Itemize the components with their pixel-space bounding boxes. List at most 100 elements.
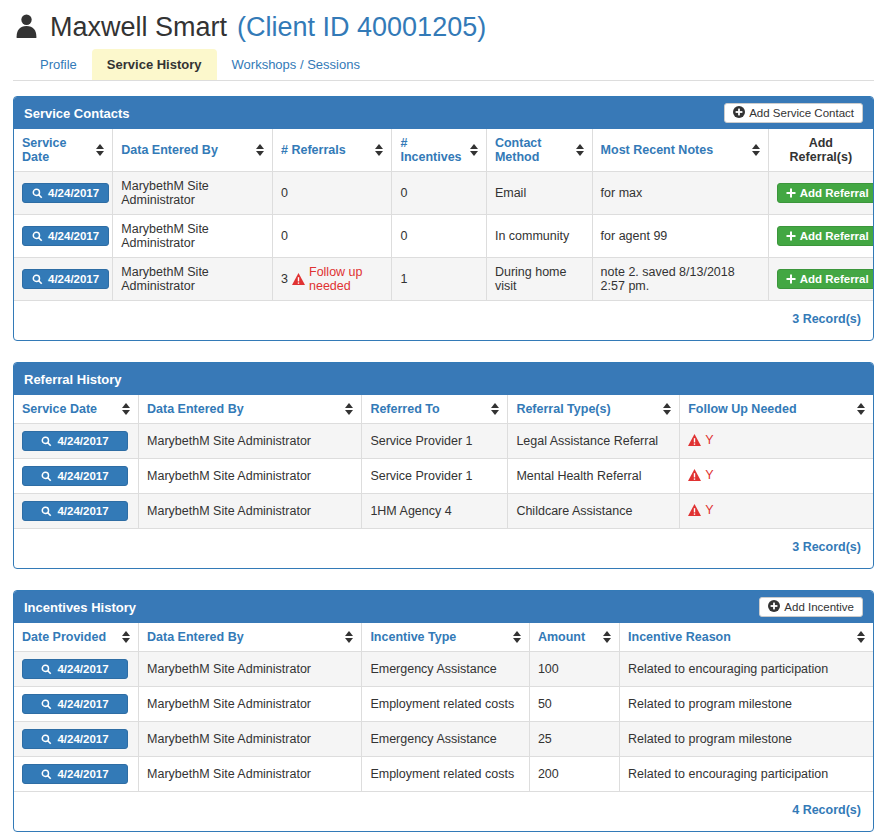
incentive-type-cell: Emergency Assistance: [362, 652, 530, 687]
col-header-amount[interactable]: Amount: [529, 623, 619, 652]
service-contacts-panel: Service Contacts Add Service Contact Ser…: [13, 96, 874, 341]
table-row: 4/24/2017 MarybethM Site Administrator 0…: [14, 215, 873, 258]
col-header-service-date[interactable]: Service Date: [14, 129, 113, 172]
sort-icon: [122, 403, 130, 415]
col-header-data-entered-by[interactable]: Data Entered By: [139, 623, 362, 652]
entered-by-cell: MarybethM Site Administrator: [139, 494, 362, 529]
incentive-type-cell: Employment related costs: [362, 757, 530, 792]
col-header-data-entered-by[interactable]: Data Entered By: [113, 129, 273, 172]
tab-service-history[interactable]: Service History: [92, 49, 217, 80]
search-icon: [41, 734, 52, 745]
entered-by-cell: MarybethM Site Administrator: [139, 459, 362, 494]
view-incentive-button[interactable]: 4/24/2017: [22, 764, 128, 784]
col-header-add-referrals: Add Referral(s): [768, 129, 873, 172]
col-header-incentive-type[interactable]: Incentive Type: [362, 623, 530, 652]
col-header-data-entered-by[interactable]: Data Entered By: [139, 395, 362, 424]
view-service-contact-button[interactable]: 4/24/2017: [22, 226, 109, 246]
table-row: 4/24/2017 MarybethM Site Administrator S…: [14, 424, 873, 459]
contact-method-cell: Email: [486, 172, 592, 215]
search-icon: [32, 231, 43, 242]
col-header-incentive-reason[interactable]: Incentive Reason: [620, 623, 873, 652]
entered-by-cell: MarybethM Site Administrator: [139, 757, 362, 792]
referred-to-cell: 1HM Agency 4: [362, 494, 508, 529]
incentive-reason-cell: Related to encouraging participation: [620, 652, 873, 687]
referrals-cell: 0: [273, 172, 392, 215]
amount-cell: 200: [529, 757, 619, 792]
entered-by-cell: MarybethM Site Administrator: [139, 652, 362, 687]
search-icon: [41, 471, 52, 482]
panel-title: Referral History: [24, 372, 122, 387]
view-referral-button[interactable]: 4/24/2017: [22, 501, 128, 521]
col-header-num-referrals[interactable]: # Referrals: [273, 129, 392, 172]
sort-icon: [603, 631, 611, 643]
col-header-referred-to[interactable]: Referred To: [362, 395, 508, 424]
notes-cell: for max: [592, 172, 768, 215]
search-icon: [41, 664, 52, 675]
add-service-contact-button[interactable]: Add Service Contact: [724, 103, 863, 123]
plus-icon: [786, 274, 796, 284]
contact-method-cell: In community: [486, 215, 592, 258]
table-row: 4/24/2017 MarybethM Site Administrator S…: [14, 459, 873, 494]
col-header-follow-up-needed[interactable]: Follow Up Needed: [680, 395, 873, 424]
amount-cell: 25: [529, 722, 619, 757]
warning-icon: [292, 273, 305, 285]
incentives-cell: 0: [392, 172, 486, 215]
col-header-service-date[interactable]: Service Date: [14, 395, 139, 424]
sort-icon: [96, 144, 104, 156]
follow-up-cell: Y: [680, 459, 873, 494]
incentive-type-cell: Emergency Assistance: [362, 722, 530, 757]
incentives-history-table: Date Provided Data Entered By Incentive …: [14, 623, 873, 792]
table-row: 4/24/2017 MarybethM Site Administrator 0…: [14, 172, 873, 215]
sort-icon: [513, 631, 521, 643]
view-incentive-button[interactable]: 4/24/2017: [22, 659, 128, 679]
table-row: 4/24/2017 MarybethM Site Administrator 3…: [14, 258, 873, 301]
view-referral-button[interactable]: 4/24/2017: [22, 431, 128, 451]
page: Maxwell Smart (Client ID 40001205) Profi…: [0, 0, 887, 832]
sort-icon: [345, 403, 353, 415]
referred-to-cell: Service Provider 1: [362, 459, 508, 494]
referral-history-panel: Referral History Service Date Data Enter…: [13, 362, 874, 569]
col-header-contact-method[interactable]: Contact Method: [486, 129, 592, 172]
incentive-reason-cell: Related to encouraging participation: [620, 757, 873, 792]
warning-icon: [688, 434, 701, 446]
add-referral-button[interactable]: Add Referral: [777, 226, 873, 246]
col-header-date-provided[interactable]: Date Provided: [14, 623, 139, 652]
incentives-cell: 1: [392, 258, 486, 301]
search-icon: [32, 188, 43, 199]
plus-circle-icon: [768, 600, 780, 614]
col-header-num-incentives[interactable]: # Incentives: [392, 129, 486, 172]
plus-circle-icon: [733, 106, 745, 120]
view-referral-button[interactable]: 4/24/2017: [22, 466, 128, 486]
view-incentive-button[interactable]: 4/24/2017: [22, 694, 128, 714]
view-incentive-button[interactable]: 4/24/2017: [22, 729, 128, 749]
tab-bar: Profile Service History Workshops / Sess…: [13, 49, 874, 81]
service-contacts-header: Service Contacts Add Service Contact: [14, 97, 873, 129]
view-service-contact-button[interactable]: 4/24/2017: [22, 183, 109, 203]
warning-icon: [688, 504, 701, 516]
page-title: Maxwell Smart: [50, 12, 227, 43]
table-row: 4/24/2017 MarybethM Site Administrator E…: [14, 652, 873, 687]
add-referral-button[interactable]: Add Referral: [777, 269, 873, 289]
warning-icon: [688, 469, 701, 481]
entered-by-cell: MarybethM Site Administrator: [139, 722, 362, 757]
sort-icon: [857, 403, 865, 415]
sort-icon: [345, 631, 353, 643]
col-header-referral-types[interactable]: Referral Type(s): [508, 395, 680, 424]
amount-cell: 50: [529, 687, 619, 722]
tab-workshops-sessions[interactable]: Workshops / Sessions: [217, 49, 375, 80]
referral-type-cell: Mental Health Referral: [508, 459, 680, 494]
search-icon: [41, 699, 52, 710]
panel-title: Incentives History: [24, 600, 136, 615]
tab-profile[interactable]: Profile: [25, 49, 92, 80]
col-header-most-recent-notes[interactable]: Most Recent Notes: [592, 129, 768, 172]
amount-cell: 100: [529, 652, 619, 687]
view-service-contact-button[interactable]: 4/24/2017: [22, 269, 109, 289]
sort-icon: [470, 144, 478, 156]
add-incentive-button[interactable]: Add Incentive: [759, 597, 863, 617]
search-icon: [32, 274, 43, 285]
add-referral-button[interactable]: Add Referral: [777, 183, 873, 203]
sort-icon: [256, 144, 264, 156]
search-icon: [41, 769, 52, 780]
incentives-cell: 0: [392, 215, 486, 258]
record-count: 3 Record(s): [14, 301, 873, 340]
